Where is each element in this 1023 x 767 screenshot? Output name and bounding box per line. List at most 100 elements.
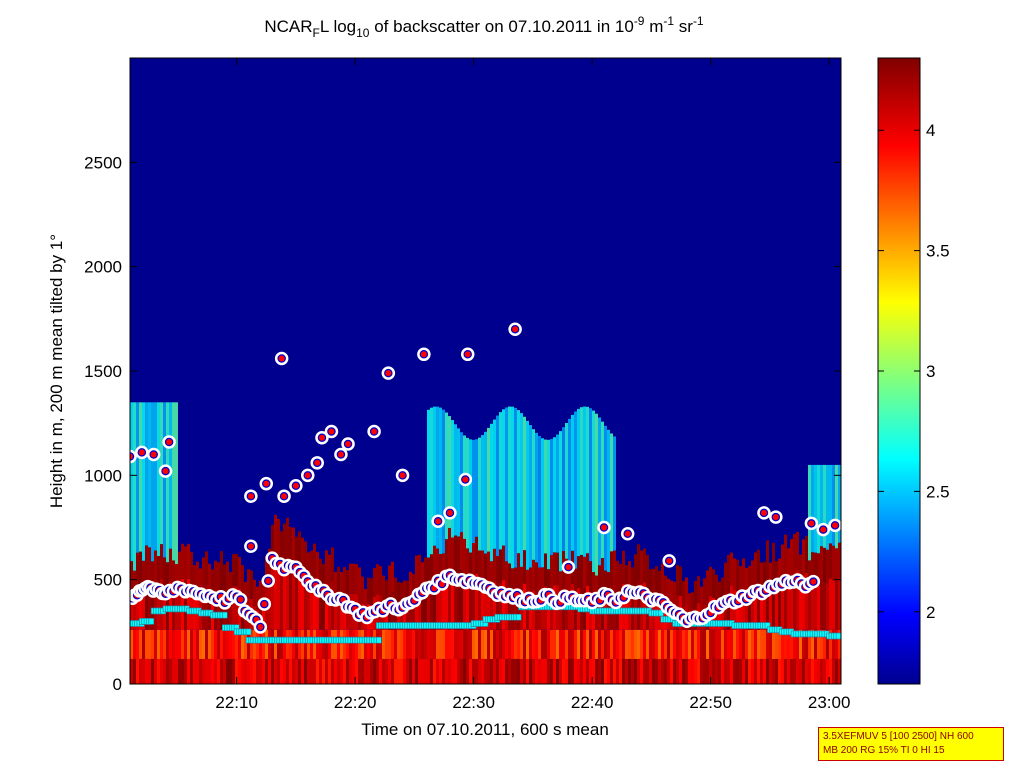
red-marker [138,449,145,456]
heatmap-column [604,425,607,684]
heatmap-column [463,435,466,684]
heatmap-column [778,558,781,684]
heatmap-column [436,406,439,684]
red-marker [420,351,427,358]
heatmap-column [343,567,346,684]
heatmap-column [430,407,433,684]
red-marker [130,453,133,460]
heatmap-column [799,554,802,684]
heatmap-column [352,563,355,684]
heatmap-column [241,565,244,684]
heatmap-column [670,580,673,684]
heatmap-column [394,577,397,684]
red-marker [371,428,378,435]
heatmap-column [682,581,685,684]
heatmap-column [631,567,634,684]
heatmap-column [313,543,316,684]
heatmap-column [538,435,541,684]
red-marker [318,434,325,441]
heatmap-column [796,531,799,684]
heatmap-column [496,415,499,684]
y-tick-label: 2500 [84,153,122,172]
heatmap-column [355,564,358,684]
heatmap-column [397,581,400,684]
heatmap-column [766,540,769,684]
heatmap-column [199,568,202,684]
heatmap-column [451,420,454,684]
colorbar-gradient [878,58,920,684]
heatmap-column [556,434,559,684]
red-marker [808,520,815,527]
y-tick-label: 1000 [84,466,122,485]
heatmap-column [211,569,214,684]
y-tick-label: 2000 [84,258,122,277]
heatmap-column [535,432,538,684]
red-marker [304,472,311,479]
heatmap-column [586,406,589,684]
red-marker [601,524,607,531]
red-marker [278,355,285,362]
heatmap-column [544,439,547,684]
colorbar-tick-label: 3.5 [926,242,950,261]
heatmap-column [157,402,160,684]
heatmap-column [565,423,568,684]
heatmap-column [625,565,628,684]
heatmap-column [478,437,481,684]
heatmap-column [508,406,511,684]
heatmap-column [280,531,283,684]
heatmap-column [289,527,292,684]
chart-title: NCARFL log10 of backscatter on 07.10.201… [264,14,704,40]
red-marker [435,518,442,525]
heatmap-column [685,577,688,684]
cyan-marker [245,628,252,636]
heatmap-column [301,537,304,684]
heatmap-column [457,428,460,684]
heatmap-column [739,566,742,684]
red-marker [772,514,779,521]
heatmap-column [190,551,193,684]
heatmap-column [310,550,313,684]
heatmap-column [589,408,592,684]
heatmap-column [742,558,745,684]
heatmap-column [268,548,271,684]
heatmap-column [442,409,445,684]
x-tick-label: 22:20 [334,693,377,712]
red-marker [237,596,244,603]
red-marker [565,564,572,571]
heatmap-column [598,417,601,684]
heatmap-column [520,413,523,684]
heatmap-column [175,402,178,684]
y-tick-label: 1500 [84,362,122,381]
heatmap-column [757,549,760,684]
y-axis-label: Height in m, 200 m mean tilted by 1° [47,234,66,508]
heatmap-column [283,523,286,684]
heatmap-column [646,554,649,684]
heatmap-column [781,544,784,684]
red-marker [257,623,264,630]
x-tick-label: 22:40 [571,693,614,712]
heatmap-column [319,558,322,684]
heatmap-column [358,567,361,684]
red-marker [247,493,254,500]
heatmap-column [655,566,658,684]
heatmap-column [517,410,520,684]
cyan-marker [515,613,522,621]
colorbar-tick-label: 2.5 [926,482,950,501]
heatmap-column [421,562,424,684]
heatmap-column [529,425,532,684]
heatmap-column [826,464,829,684]
heatmap-column [592,410,595,684]
heatmap-column [532,429,535,684]
x-tick-label: 23:00 [808,693,851,712]
heatmap-column [361,576,364,684]
heatmap-column [322,563,325,684]
heatmap-column [427,409,430,684]
heatmap-column [754,552,757,684]
stamp-line-2: MB 200 RG 15% TI 0 HI 15 [823,745,945,756]
heatmap-column [658,570,661,684]
heatmap-column [523,416,526,684]
heatmap-column [673,581,676,684]
heatmap-column [202,557,205,684]
heatmap-column [490,423,493,684]
heatmap-column [808,464,811,684]
